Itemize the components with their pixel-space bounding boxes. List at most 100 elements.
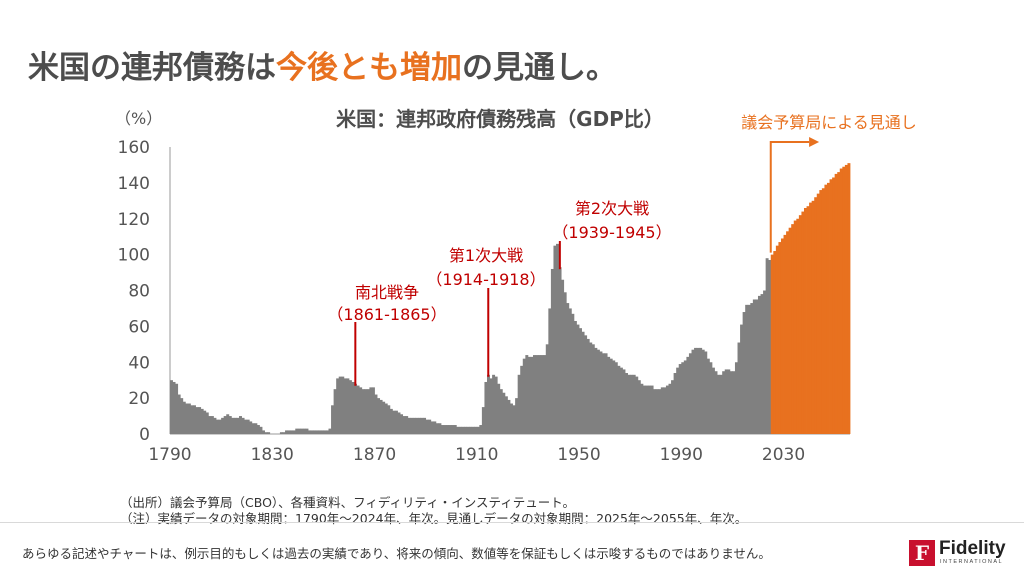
bar-actual <box>333 389 337 434</box>
bar-actual <box>602 353 605 434</box>
bar-actual <box>573 320 577 434</box>
bar-actual <box>609 358 613 434</box>
bar-actual <box>561 279 565 434</box>
bar-actual <box>530 356 534 434</box>
logo-name: Fidelity <box>939 538 1006 559</box>
bar-actual <box>246 419 250 434</box>
bar-projection <box>826 182 830 434</box>
bar-actual <box>216 419 219 434</box>
bar-actual <box>203 410 207 434</box>
title-part1: 米国の連邦債務は <box>28 50 276 86</box>
bar-actual <box>446 425 450 434</box>
title-highlight: 今後とも増加 <box>276 50 462 86</box>
bar-actual <box>451 425 455 434</box>
bar-projection <box>816 193 820 434</box>
bar-actual <box>458 426 462 434</box>
fidelity-logo: F Fidelity INTERNATIONAL <box>909 538 1009 566</box>
bar-actual <box>502 392 506 434</box>
bar-actual <box>676 367 680 434</box>
x-tick-label: 1950 <box>557 445 600 465</box>
bar-actual <box>305 428 309 434</box>
bar-actual <box>517 374 521 434</box>
bar-actual <box>481 407 485 434</box>
footer-divider <box>0 522 1024 523</box>
bar-actual <box>706 358 710 434</box>
bar-actual <box>264 432 268 434</box>
bar-actual <box>392 410 396 434</box>
bar-projection <box>834 173 838 434</box>
bar-actual <box>239 416 242 434</box>
bar-actual <box>397 412 401 434</box>
bar-actual <box>377 398 381 434</box>
bar-actual <box>170 380 173 434</box>
x-tick-label: 1790 <box>148 445 191 465</box>
bar-actual <box>175 383 179 434</box>
bar-projection <box>814 197 818 434</box>
bar-actual <box>313 430 317 434</box>
bar-actual <box>205 412 209 434</box>
bar-actual <box>504 396 508 434</box>
bar-actual <box>607 356 611 434</box>
bar-actual <box>617 365 621 434</box>
bar-actual <box>591 344 595 434</box>
bar-actual <box>568 308 572 434</box>
bar-actual <box>356 385 360 434</box>
bar-actual <box>683 360 687 434</box>
bar-actual <box>632 374 636 434</box>
bar-actual <box>290 430 294 434</box>
bar-actual <box>400 414 404 434</box>
bar-projection <box>844 164 848 434</box>
bar-projection <box>798 215 802 434</box>
bar-actual <box>256 425 260 434</box>
chart-title: 米国：連邦政府債務残高（GDP比） <box>336 107 664 131</box>
bar-actual <box>525 355 529 434</box>
bar-actual <box>494 376 498 434</box>
bar-actual <box>571 313 575 434</box>
bar-actual <box>722 371 726 434</box>
bar-actual <box>745 304 749 434</box>
bar-actual <box>586 338 590 434</box>
logo-mark: F <box>909 540 935 566</box>
bar-actual <box>469 426 473 434</box>
y-tick-label: 20 <box>128 389 150 409</box>
bar-actual <box>553 245 557 434</box>
bar-actual <box>492 374 496 434</box>
bar-actual <box>320 430 324 434</box>
bar-projection <box>786 231 790 434</box>
bar-actual <box>236 417 240 434</box>
projection-label: 議会予算局による見通し <box>741 113 917 132</box>
bar-actual <box>499 389 503 434</box>
bar-actual <box>325 430 329 434</box>
bar-actual <box>614 362 618 434</box>
bar-actual <box>407 417 411 434</box>
bar-actual <box>226 414 230 434</box>
bar-actual <box>336 378 340 434</box>
bar-actual <box>476 426 480 434</box>
bar-actual <box>719 374 723 434</box>
bar-actual <box>292 430 296 434</box>
bar-projection <box>791 224 795 434</box>
bar-actual <box>515 398 519 434</box>
bar-actual <box>433 421 437 434</box>
bar-actual <box>279 432 283 434</box>
bar-actual <box>558 267 562 434</box>
bar-actual <box>637 380 641 434</box>
annotation-period: （1861-1865） <box>327 305 446 324</box>
projection-arrow-head <box>809 137 820 147</box>
bar-actual <box>463 426 467 434</box>
bar-actual <box>448 425 452 434</box>
x-tick-label: 1830 <box>251 445 294 465</box>
bar-actual <box>704 351 708 434</box>
bar-actual <box>709 362 713 434</box>
bar-actual <box>379 399 383 434</box>
bar-projection <box>837 172 841 435</box>
annotation-label: 第1次大戦 <box>449 246 523 265</box>
bar-actual <box>757 295 761 434</box>
bar-actual <box>563 292 567 434</box>
bar-actual <box>371 387 375 434</box>
y-tick-label: 60 <box>128 317 150 337</box>
bar-actual <box>533 355 536 434</box>
bar-actual <box>691 349 695 434</box>
bar-actual <box>671 380 675 434</box>
